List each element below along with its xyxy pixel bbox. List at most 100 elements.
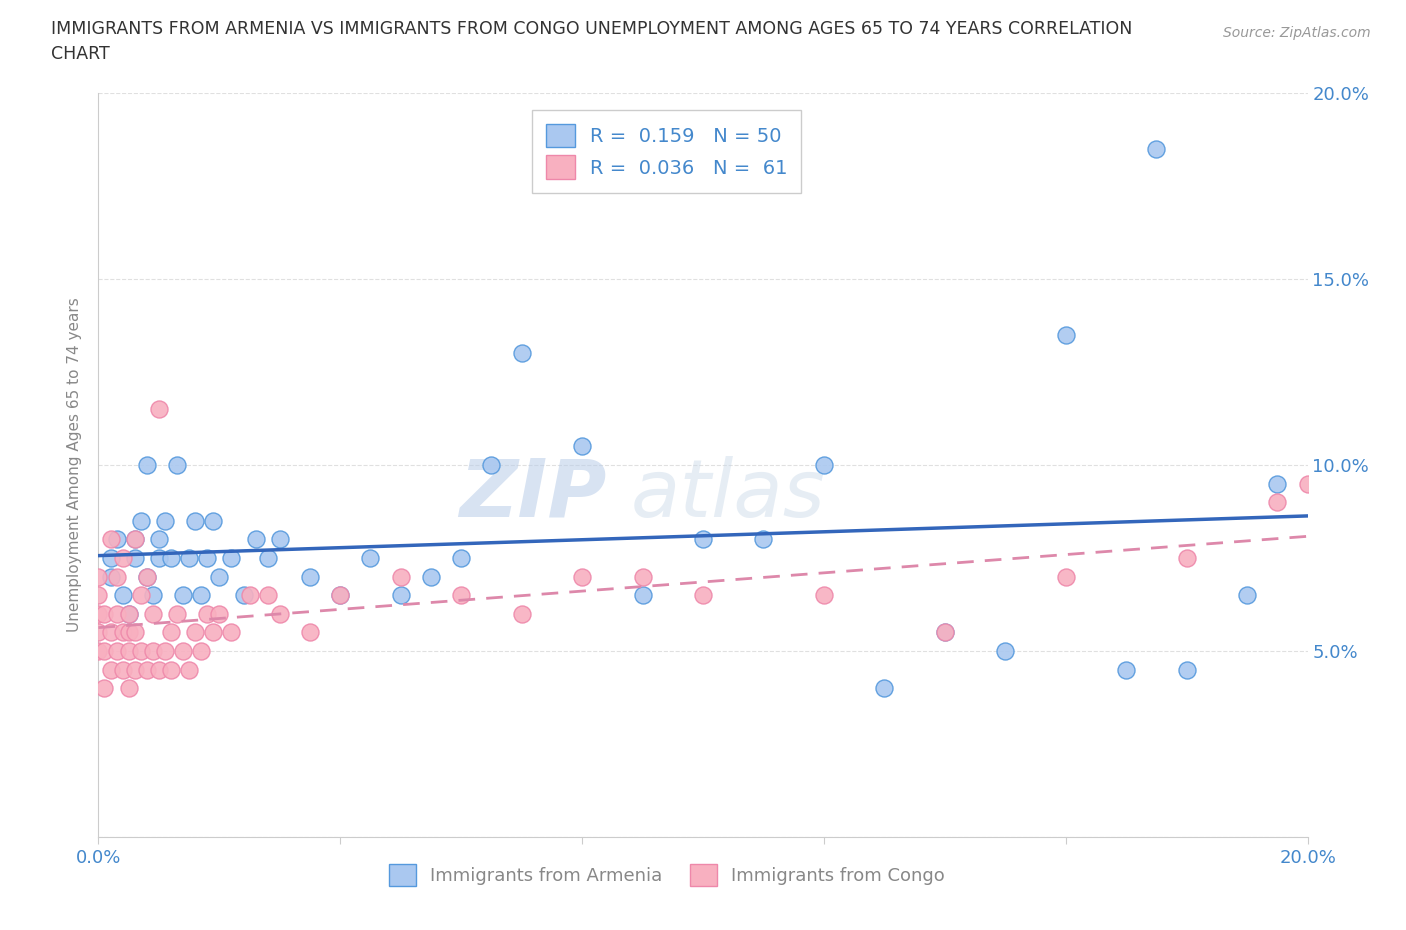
Y-axis label: Unemployment Among Ages 65 to 74 years: Unemployment Among Ages 65 to 74 years: [67, 298, 83, 632]
Point: [118, 606, 141, 621]
Point: [100, 551, 122, 565]
Point: [481, 458, 503, 472]
Point: [100, 569, 122, 584]
Point: [179, 662, 201, 677]
Point: [179, 551, 201, 565]
Point: [934, 625, 956, 640]
Point: [208, 569, 231, 584]
Point: [105, 569, 128, 584]
Point: [269, 606, 291, 621]
Point: [87, 569, 110, 584]
Point: [256, 588, 278, 603]
Point: [190, 644, 212, 658]
Point: [299, 569, 322, 584]
Point: [202, 513, 225, 528]
Point: [232, 588, 254, 603]
Point: [1175, 662, 1198, 677]
Point: [111, 625, 134, 640]
Point: [124, 662, 146, 677]
Point: [571, 569, 593, 584]
Point: [124, 551, 146, 565]
Point: [172, 588, 194, 603]
Point: [510, 346, 533, 361]
Point: [118, 681, 141, 696]
Point: [124, 532, 146, 547]
Point: [239, 588, 262, 603]
Point: [118, 644, 141, 658]
Point: [124, 625, 146, 640]
Point: [87, 644, 110, 658]
Point: [111, 588, 134, 603]
Point: [111, 662, 134, 677]
Point: [202, 625, 225, 640]
Text: CHART: CHART: [51, 45, 110, 62]
Point: [148, 532, 170, 547]
Point: [160, 625, 183, 640]
Text: ZIP: ZIP: [458, 456, 606, 534]
Point: [142, 644, 165, 658]
Point: [100, 662, 122, 677]
Point: [873, 681, 896, 696]
Point: [105, 532, 128, 547]
Point: [360, 551, 382, 565]
Point: [87, 625, 110, 640]
Point: [111, 551, 134, 565]
Point: [195, 551, 218, 565]
Point: [329, 588, 352, 603]
Point: [1054, 569, 1077, 584]
Point: [450, 588, 472, 603]
Point: [510, 606, 533, 621]
Text: atlas: atlas: [630, 456, 825, 534]
Point: [299, 625, 322, 640]
Point: [118, 625, 141, 640]
Point: [184, 513, 207, 528]
Point: [1115, 662, 1137, 677]
Point: [1267, 476, 1289, 491]
Point: [1144, 141, 1167, 156]
Point: [148, 662, 170, 677]
Point: [87, 606, 110, 621]
Point: [269, 532, 291, 547]
Point: [245, 532, 267, 547]
Point: [1267, 495, 1289, 510]
Point: [135, 458, 157, 472]
Point: [190, 588, 212, 603]
Point: [692, 588, 714, 603]
Point: [142, 588, 165, 603]
Point: [813, 458, 835, 472]
Point: [256, 551, 278, 565]
Point: [93, 681, 115, 696]
Point: [129, 644, 152, 658]
Point: [420, 569, 443, 584]
Point: [221, 551, 243, 565]
Point: [389, 569, 412, 584]
Text: IMMIGRANTS FROM ARMENIA VS IMMIGRANTS FROM CONGO UNEMPLOYMENT AMONG AGES 65 TO 7: IMMIGRANTS FROM ARMENIA VS IMMIGRANTS FR…: [51, 20, 1132, 38]
Point: [221, 625, 243, 640]
Point: [148, 402, 170, 417]
Point: [153, 513, 176, 528]
Point: [329, 588, 352, 603]
Point: [135, 662, 157, 677]
Point: [994, 644, 1017, 658]
Point: [389, 588, 412, 603]
Point: [148, 551, 170, 565]
Point: [172, 644, 194, 658]
Point: [118, 606, 141, 621]
Point: [571, 439, 593, 454]
Point: [142, 606, 165, 621]
Legend: Immigrants from Armenia, Immigrants from Congo: Immigrants from Armenia, Immigrants from…: [380, 855, 953, 895]
Point: [93, 606, 115, 621]
Point: [934, 625, 956, 640]
Point: [208, 606, 231, 621]
Point: [135, 569, 157, 584]
Point: [129, 588, 152, 603]
Point: [166, 606, 188, 621]
Point: [184, 625, 207, 640]
Point: [813, 588, 835, 603]
Point: [631, 588, 654, 603]
Point: [631, 569, 654, 584]
Point: [1296, 476, 1319, 491]
Point: [195, 606, 218, 621]
Point: [1175, 551, 1198, 565]
Text: Source: ZipAtlas.com: Source: ZipAtlas.com: [1223, 26, 1371, 40]
